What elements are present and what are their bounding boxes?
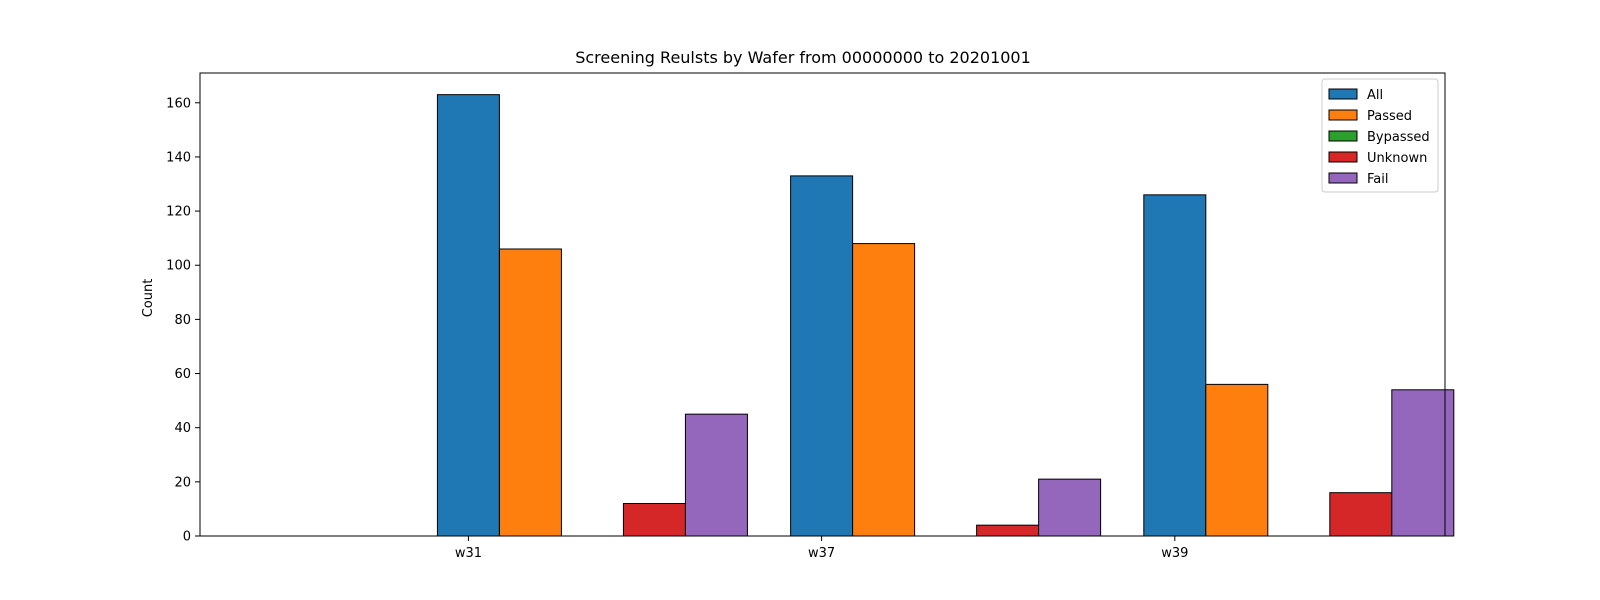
bar-fail-w37 [1038,478,1102,537]
legend-swatch-unknown [1328,151,1358,163]
y-tick-label: 60 [174,367,191,382]
y-tick-label: 120 [166,205,191,220]
legend-label-passed: Passed [1367,109,1412,124]
bar-all-w37 [790,175,854,537]
legend-label-all: All [1367,88,1383,103]
legend-label-bypassed: Bypassed [1367,130,1430,145]
axes-group: 0 20 40 60 80 100 120 140 160 w31 w37 w39 [166,72,1446,561]
bar-passed-w37 [852,243,916,537]
bar-fail-w39 [1391,389,1455,537]
y-tick-label: 160 [166,96,191,111]
legend-swatch-passed [1328,109,1358,121]
x-tick-label: w37 [808,546,835,561]
bar-unknown-w31 [622,503,686,537]
legend-swatch-bypassed [1328,130,1358,142]
bar-all-w31 [436,94,500,537]
bar-passed-w39 [1205,383,1269,537]
y-tick-label: 100 [166,259,191,274]
legend-swatch-fail [1328,172,1358,184]
y-axis-label: Count [141,279,156,318]
legend-label-unknown: Unknown [1367,151,1427,166]
legend-label-fail: Fail [1367,172,1388,187]
legend: All Passed Bypassed Unknown Fail [1321,78,1439,193]
bar-fail-w31 [684,413,748,537]
y-tick-label: 0 [183,530,191,545]
y-tick-label: 20 [174,475,191,490]
y-tick-label: 140 [166,150,191,165]
y-tick-label: 40 [174,421,191,436]
bar-passed-w31 [498,248,562,537]
x-tick-label: w31 [455,546,482,561]
plot-frame [199,72,1446,537]
legend-box [1321,78,1439,193]
bar-unknown-w37 [976,524,1040,537]
y-tick-label: 80 [174,313,191,328]
x-tick-label: w39 [1161,546,1188,561]
bar-all-w39 [1143,194,1207,537]
legend-swatch-all [1328,88,1358,100]
bar-unknown-w39 [1329,492,1393,537]
bars-group [436,94,1455,537]
chart-title: Screening Reulsts by Wafer from 00000000… [575,48,1031,67]
